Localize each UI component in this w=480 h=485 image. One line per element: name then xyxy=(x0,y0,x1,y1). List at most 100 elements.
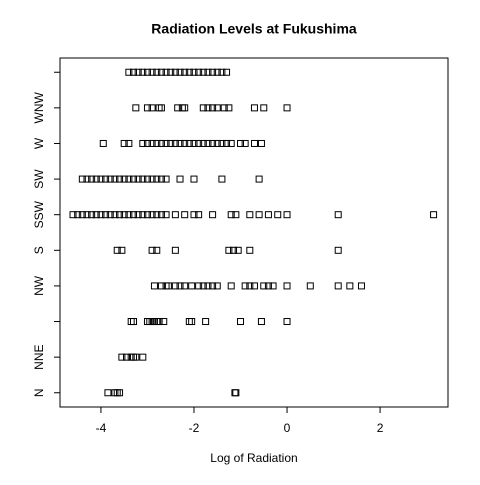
point xyxy=(162,211,170,219)
point xyxy=(132,104,140,112)
point xyxy=(160,318,168,326)
y-tick-label: WNW xyxy=(32,92,46,124)
point xyxy=(153,68,161,76)
point xyxy=(157,104,165,112)
point xyxy=(257,318,265,326)
point xyxy=(139,211,147,219)
point xyxy=(306,282,314,290)
point xyxy=(130,318,138,326)
point xyxy=(185,68,193,76)
point xyxy=(241,139,249,147)
point xyxy=(132,353,140,361)
point xyxy=(139,139,147,147)
point xyxy=(223,68,231,76)
point xyxy=(190,139,198,147)
point xyxy=(150,282,158,290)
point xyxy=(83,211,91,219)
point xyxy=(225,104,233,112)
point xyxy=(157,282,165,290)
point xyxy=(181,139,189,147)
y-tick-label: NNE xyxy=(32,344,46,369)
point xyxy=(213,139,221,147)
point xyxy=(264,282,272,290)
point xyxy=(134,211,142,219)
point xyxy=(130,68,138,76)
point xyxy=(209,68,217,76)
point xyxy=(220,104,228,112)
point xyxy=(162,139,170,147)
y-tick-label: NW xyxy=(32,275,46,296)
point xyxy=(118,353,126,361)
point xyxy=(232,211,240,219)
point xyxy=(174,104,182,112)
point xyxy=(130,211,138,219)
point xyxy=(157,68,165,76)
point xyxy=(213,282,221,290)
point xyxy=(213,104,221,112)
point xyxy=(204,282,212,290)
point xyxy=(176,282,184,290)
point xyxy=(334,211,342,219)
point xyxy=(204,104,212,112)
point xyxy=(181,211,189,219)
point xyxy=(260,104,268,112)
point xyxy=(157,211,165,219)
point xyxy=(260,282,268,290)
point xyxy=(346,282,354,290)
point xyxy=(195,139,203,147)
point xyxy=(125,139,133,147)
point xyxy=(148,104,156,112)
point xyxy=(120,139,128,147)
point xyxy=(153,175,161,183)
x-tick-label: 2 xyxy=(377,421,384,435)
point xyxy=(199,139,207,147)
point xyxy=(116,389,124,397)
point xyxy=(143,139,151,147)
point xyxy=(97,211,105,219)
point xyxy=(357,282,365,290)
point xyxy=(199,282,207,290)
point xyxy=(209,282,217,290)
y-tick-label: N xyxy=(32,388,46,397)
point xyxy=(185,139,193,147)
point xyxy=(171,139,179,147)
point xyxy=(264,211,272,219)
point xyxy=(78,175,86,183)
point xyxy=(120,211,128,219)
point xyxy=(171,282,179,290)
point xyxy=(148,246,156,254)
point xyxy=(190,211,198,219)
point xyxy=(199,104,207,112)
point xyxy=(162,175,170,183)
point xyxy=(176,139,184,147)
point xyxy=(218,175,226,183)
point xyxy=(116,175,124,183)
point xyxy=(139,175,147,183)
point xyxy=(250,139,258,147)
point xyxy=(88,175,96,183)
point xyxy=(139,68,147,76)
point xyxy=(118,246,126,254)
point xyxy=(334,246,342,254)
point xyxy=(255,175,263,183)
point xyxy=(209,139,217,147)
chart-title: Radiation Levels at Fukushima xyxy=(151,21,357,37)
y-tick-label: W xyxy=(32,137,46,149)
point xyxy=(143,211,151,219)
y-tick-label: SSW xyxy=(32,200,46,228)
point xyxy=(223,139,231,147)
point xyxy=(176,175,184,183)
point xyxy=(92,175,100,183)
point xyxy=(227,139,235,147)
point xyxy=(195,68,203,76)
point xyxy=(274,211,282,219)
point xyxy=(139,353,147,361)
point xyxy=(143,68,151,76)
point xyxy=(153,211,161,219)
point xyxy=(74,211,82,219)
point xyxy=(143,175,151,183)
point xyxy=(116,211,124,219)
point xyxy=(111,175,119,183)
